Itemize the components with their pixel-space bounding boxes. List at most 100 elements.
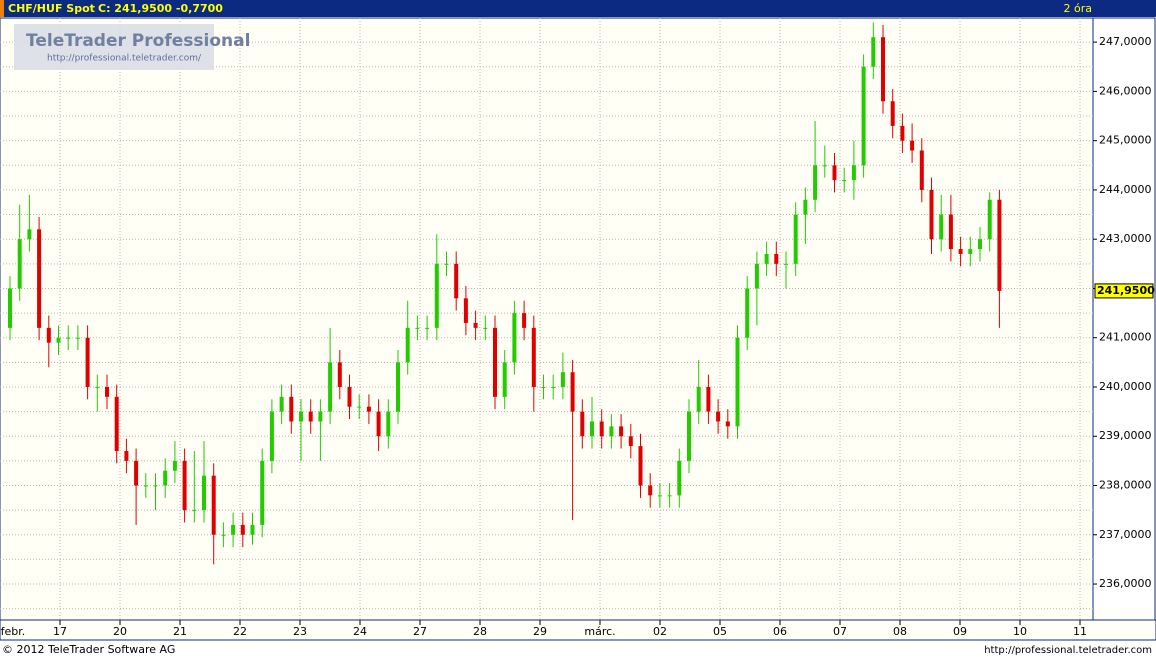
- candle-body: [202, 475, 206, 511]
- x-tick-label: márc.: [584, 625, 615, 638]
- candle-body: [454, 263, 459, 299]
- y-tick-label: 246,0000: [1099, 84, 1152, 97]
- candle-body: [677, 460, 682, 496]
- candle-body: [822, 165, 827, 167]
- candle-body: [434, 263, 439, 328]
- y-tick-label: 243,0000: [1099, 232, 1152, 245]
- x-tick-label: 29: [533, 625, 547, 638]
- candle-body: [919, 150, 924, 190]
- x-tick-label: 11: [1073, 625, 1087, 638]
- candle-body: [328, 362, 333, 412]
- candle-body: [793, 214, 798, 264]
- candle-body: [590, 421, 594, 437]
- x-axis-area: [0, 619, 1156, 641]
- x-tick-label: 07: [833, 625, 847, 638]
- candle-body: [851, 165, 856, 181]
- candle-body: [541, 386, 546, 388]
- candle-body: [948, 214, 953, 250]
- candle-body: [667, 495, 672, 497]
- y-tick-label: 239,0000: [1099, 429, 1152, 442]
- candle-body: [473, 322, 478, 328]
- candle-body: [813, 165, 818, 200]
- x-tick-label: febr.: [1, 625, 26, 638]
- candle-body: [657, 495, 662, 497]
- candle-body: [366, 406, 371, 412]
- candle-body: [628, 436, 633, 447]
- candle-body: [240, 524, 245, 535]
- x-tick-label: 08: [893, 625, 907, 638]
- candle-body: [725, 421, 730, 427]
- candle-body: [376, 411, 381, 437]
- candle-body: [754, 263, 759, 289]
- header-bar: [0, 0, 1156, 17]
- x-tick-label: 06: [773, 625, 787, 638]
- candle-body: [939, 214, 944, 240]
- candle-body: [716, 411, 721, 422]
- candle-body: [163, 470, 168, 486]
- candle-body: [483, 327, 488, 329]
- x-tick-label: 05: [713, 625, 727, 638]
- candle-body: [987, 199, 992, 240]
- candle-body: [861, 66, 866, 166]
- interval: 2 óra: [1064, 2, 1093, 15]
- candle-body: [250, 524, 255, 535]
- x-tick-label: 24: [353, 625, 367, 638]
- candle-body: [512, 313, 517, 363]
- candle-body: [56, 337, 61, 343]
- candle-body: [211, 475, 216, 535]
- candle-body: [37, 229, 42, 328]
- candle-body: [299, 411, 303, 422]
- x-tick-label: 10: [1013, 625, 1027, 638]
- last-price-box: [1094, 283, 1154, 299]
- candle-body: [648, 485, 653, 496]
- candle-body: [502, 362, 507, 397]
- header-marker: [0, 0, 4, 17]
- candle-body: [85, 337, 90, 387]
- candle-body: [172, 460, 177, 471]
- candle-body: [745, 288, 750, 338]
- candle-body: [599, 421, 604, 437]
- y-tick-label: 236,0000: [1099, 577, 1152, 590]
- candle-body: [357, 406, 362, 408]
- candle-body: [66, 337, 71, 339]
- y-tick-label: 240,0000: [1099, 380, 1152, 393]
- quote: C: 241,9500 -0,7700: [98, 2, 223, 15]
- candle-body: [696, 386, 701, 412]
- x-tick-label: 02: [653, 625, 667, 638]
- candle-body: [531, 327, 536, 387]
- candle-body: [910, 140, 915, 151]
- logo-url: http://professional.teletrader.com/: [47, 54, 202, 64]
- candle-body: [143, 485, 148, 487]
- candle-body: [425, 327, 430, 329]
- grid: [0, 18, 1093, 620]
- candle-body: [269, 411, 274, 461]
- candle-body: [493, 327, 497, 397]
- candle-body: [105, 386, 109, 397]
- x-tick-label: 21: [173, 625, 187, 638]
- x-tick-label: 22: [233, 625, 247, 638]
- candle-body: [774, 253, 779, 264]
- instrument: CHF/HUF Spot: [8, 2, 95, 15]
- y-tick-label: 247,0000: [1099, 35, 1152, 48]
- candle-body: [124, 451, 129, 461]
- candle-body: [619, 426, 624, 437]
- candle-body: [881, 37, 885, 102]
- y-tick-label: 238,0000: [1099, 479, 1152, 492]
- candle-body: [337, 362, 342, 387]
- candle-body: [929, 189, 934, 240]
- candle-body: [706, 386, 711, 412]
- candle-body: [570, 372, 575, 412]
- candle-body: [687, 411, 691, 461]
- candle-body: [560, 372, 565, 387]
- candle-body: [221, 534, 226, 536]
- y-tick-label: 244,0000: [1099, 183, 1152, 196]
- candle-body: [260, 460, 265, 525]
- candle-body: [609, 426, 614, 437]
- x-tick-label: 17: [53, 625, 67, 638]
- x-tick-label: 27: [413, 625, 427, 638]
- x-tick-label: 20: [113, 625, 127, 638]
- candle-body: [463, 298, 468, 323]
- y-tick-label: 237,0000: [1099, 528, 1152, 541]
- candle-body: [153, 485, 158, 487]
- candle-body: [396, 362, 400, 412]
